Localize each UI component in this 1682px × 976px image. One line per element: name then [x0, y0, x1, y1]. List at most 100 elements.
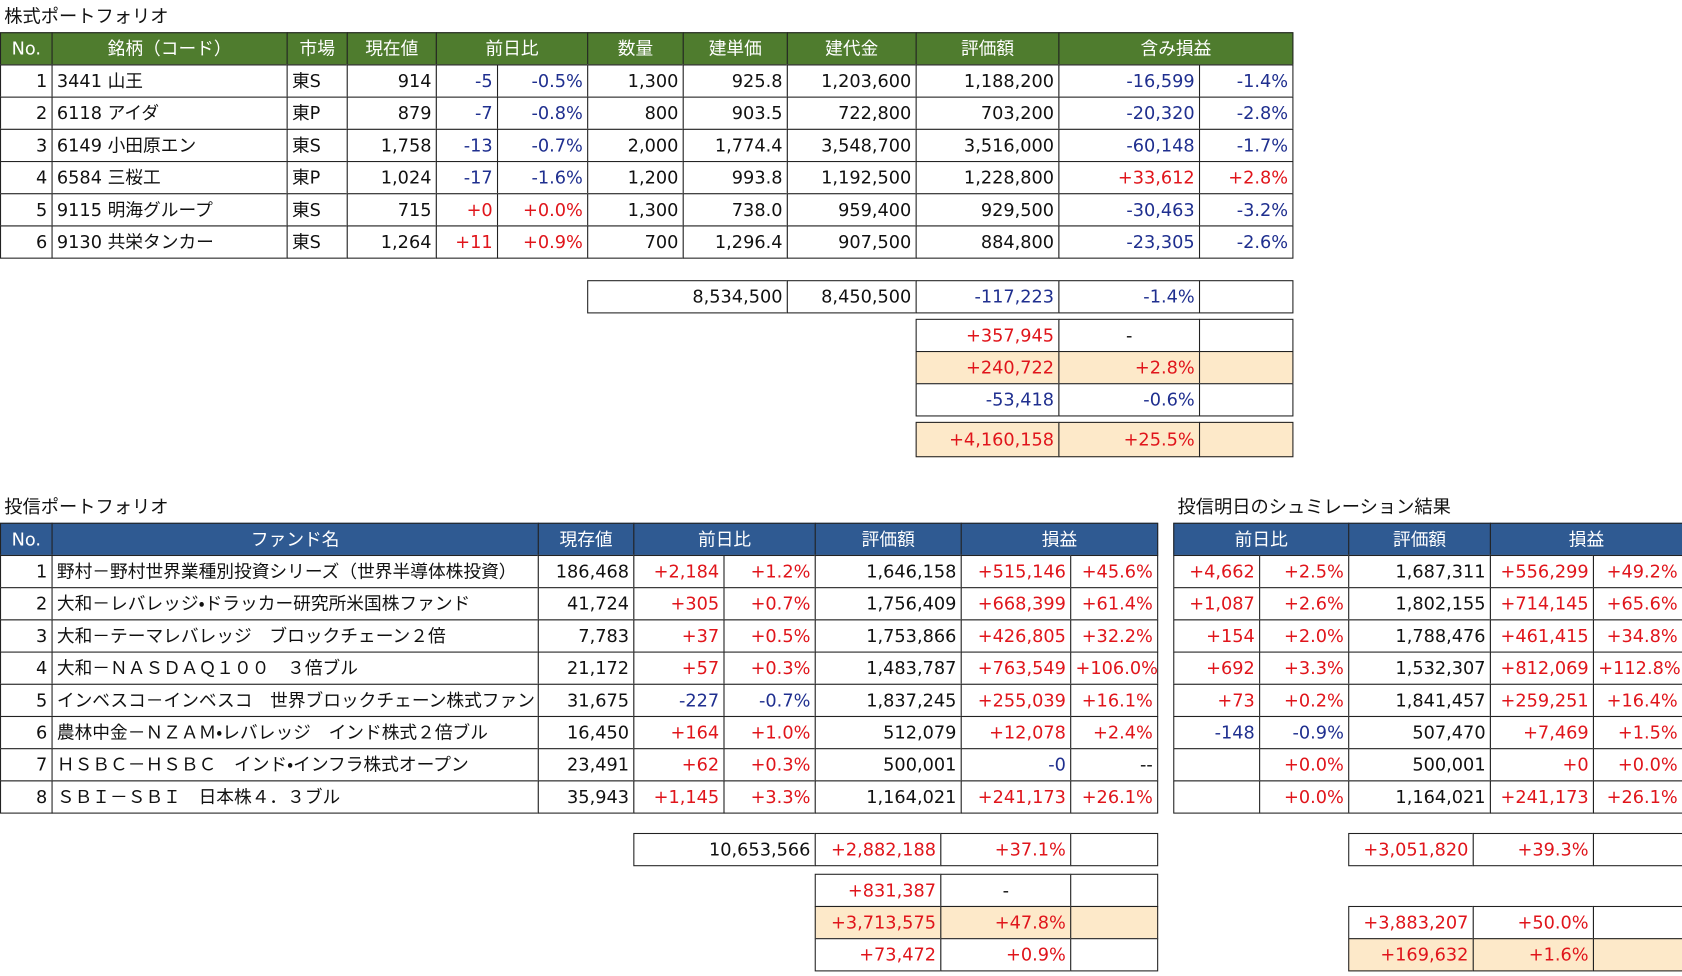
cell: -1.4%: [1198, 64, 1294, 98]
cell: 1,188,200: [915, 64, 1060, 98]
cell: +39.3%: [1472, 832, 1594, 867]
cell: +26.1%: [1070, 780, 1159, 814]
cell: 3441 山王: [51, 64, 288, 98]
cell: +45.6%: [1070, 554, 1159, 589]
cell: 8,534,500: [587, 280, 788, 314]
cell: +32.2%: [1070, 619, 1159, 653]
cell: +2.5%: [1259, 554, 1350, 589]
cell: +714,145: [1489, 587, 1594, 621]
cell: 41,724: [537, 587, 635, 621]
cell: 1,192,500: [786, 161, 917, 195]
cell: 5: [0, 683, 53, 718]
cell: +11: [435, 225, 499, 259]
cell: +112.8%: [1592, 651, 1682, 685]
cell: 6149 小田原エン: [51, 128, 288, 163]
cell: ＨＳＢＣ－ＨＳＢＣ インド・インフラ株式オープン: [51, 748, 539, 782]
cell: +3,051,820: [1348, 832, 1474, 867]
cell: [1173, 748, 1261, 782]
header-cell: No.: [0, 32, 53, 66]
cell: +763,549: [960, 651, 1072, 685]
cell: +4,662: [1173, 554, 1261, 589]
cell: +812,069: [1489, 651, 1594, 685]
header-cell: 評価額: [1348, 522, 1491, 557]
cell: +2.4%: [1070, 715, 1159, 750]
cell: +831,387: [814, 873, 942, 908]
cell: -117,223: [915, 280, 1060, 314]
cell: -17: [435, 161, 499, 195]
header-cell: 評価額: [915, 32, 1060, 66]
cell: -0.5%: [496, 64, 589, 98]
cell: -2.8%: [1198, 96, 1294, 130]
cell: +0.0%: [496, 193, 589, 227]
cell: +0: [435, 193, 499, 227]
cell: 512,079: [814, 715, 962, 750]
cell: -13: [435, 128, 499, 163]
cell: 3: [0, 128, 53, 163]
cell: 大和－ＮＡＳＤＡＱ１００ ３倍ブル: [51, 651, 539, 685]
cell: [1198, 421, 1294, 458]
cell: 1,532,307: [1348, 651, 1491, 685]
cell: 6: [0, 225, 53, 259]
cell: +164: [633, 715, 725, 750]
cell: +16.4%: [1592, 683, 1682, 718]
cell: [1198, 351, 1294, 385]
cell: 1,164,021: [1348, 780, 1491, 814]
cell: +3,713,575: [814, 905, 942, 940]
cell: +1.5%: [1592, 715, 1682, 750]
cell: 700: [587, 225, 684, 259]
cell: +0.9%: [940, 938, 1072, 972]
cell: +668,399: [960, 587, 1072, 621]
cell: 1,687,311: [1348, 554, 1491, 589]
cell: -16,599: [1058, 64, 1201, 98]
cell: -3.2%: [1198, 193, 1294, 227]
header-cell: 損益: [1489, 522, 1682, 557]
header-cell: 評価額: [814, 522, 962, 557]
header-cell: 建代金: [786, 32, 917, 66]
cell: [1592, 938, 1682, 972]
cell: +65.6%: [1592, 587, 1682, 621]
cell: 東S: [286, 193, 348, 227]
header-cell: 含み損益: [1058, 32, 1294, 66]
cell: [1070, 905, 1159, 940]
cell: 1: [0, 554, 53, 589]
cell: -: [940, 873, 1072, 908]
cell: 1,300: [587, 193, 684, 227]
cell: +0.0%: [1259, 748, 1350, 782]
cell: -53,418: [915, 383, 1060, 417]
cell: +3.3%: [723, 780, 816, 814]
cell: 21,172: [537, 651, 635, 685]
cell: 800: [587, 96, 684, 130]
cell: +73: [1173, 683, 1261, 718]
cell: 2: [0, 587, 53, 621]
section-title: 投信ポートフォリオ: [4, 496, 169, 519]
cell: 東S: [286, 128, 348, 163]
section-title: 投信明日のシュミレーション結果: [1177, 496, 1451, 519]
header-cell: 数量: [587, 32, 684, 66]
cell: 1,300: [587, 64, 684, 98]
cell: +0.5%: [723, 619, 816, 653]
cell: 1,483,787: [814, 651, 962, 685]
cell: 東P: [286, 161, 348, 195]
cell: 1,774.4: [682, 128, 788, 163]
cell: +241,173: [1489, 780, 1594, 814]
cell: 10,653,566: [633, 832, 816, 867]
header-cell: 前日比: [435, 32, 589, 66]
cell: -30,463: [1058, 193, 1201, 227]
cell: -0.7%: [723, 683, 816, 718]
cell: 703,200: [915, 96, 1060, 130]
header-cell: 損益: [960, 522, 1159, 557]
cell: 738.0: [682, 193, 788, 227]
cell: +426,805: [960, 619, 1072, 653]
cell: 1,756,409: [814, 587, 962, 621]
cell: 4: [0, 161, 53, 195]
cell: 500,001: [814, 748, 962, 782]
cell: -0: [960, 748, 1072, 782]
cell: 2,000: [587, 128, 684, 163]
cell: 3,516,000: [915, 128, 1060, 163]
cell: 6584 三桜工: [51, 161, 288, 195]
cell: -0.7%: [496, 128, 589, 163]
cell: -: [1058, 318, 1201, 353]
cell: 1,228,800: [915, 161, 1060, 195]
cell: 1,841,457: [1348, 683, 1491, 718]
